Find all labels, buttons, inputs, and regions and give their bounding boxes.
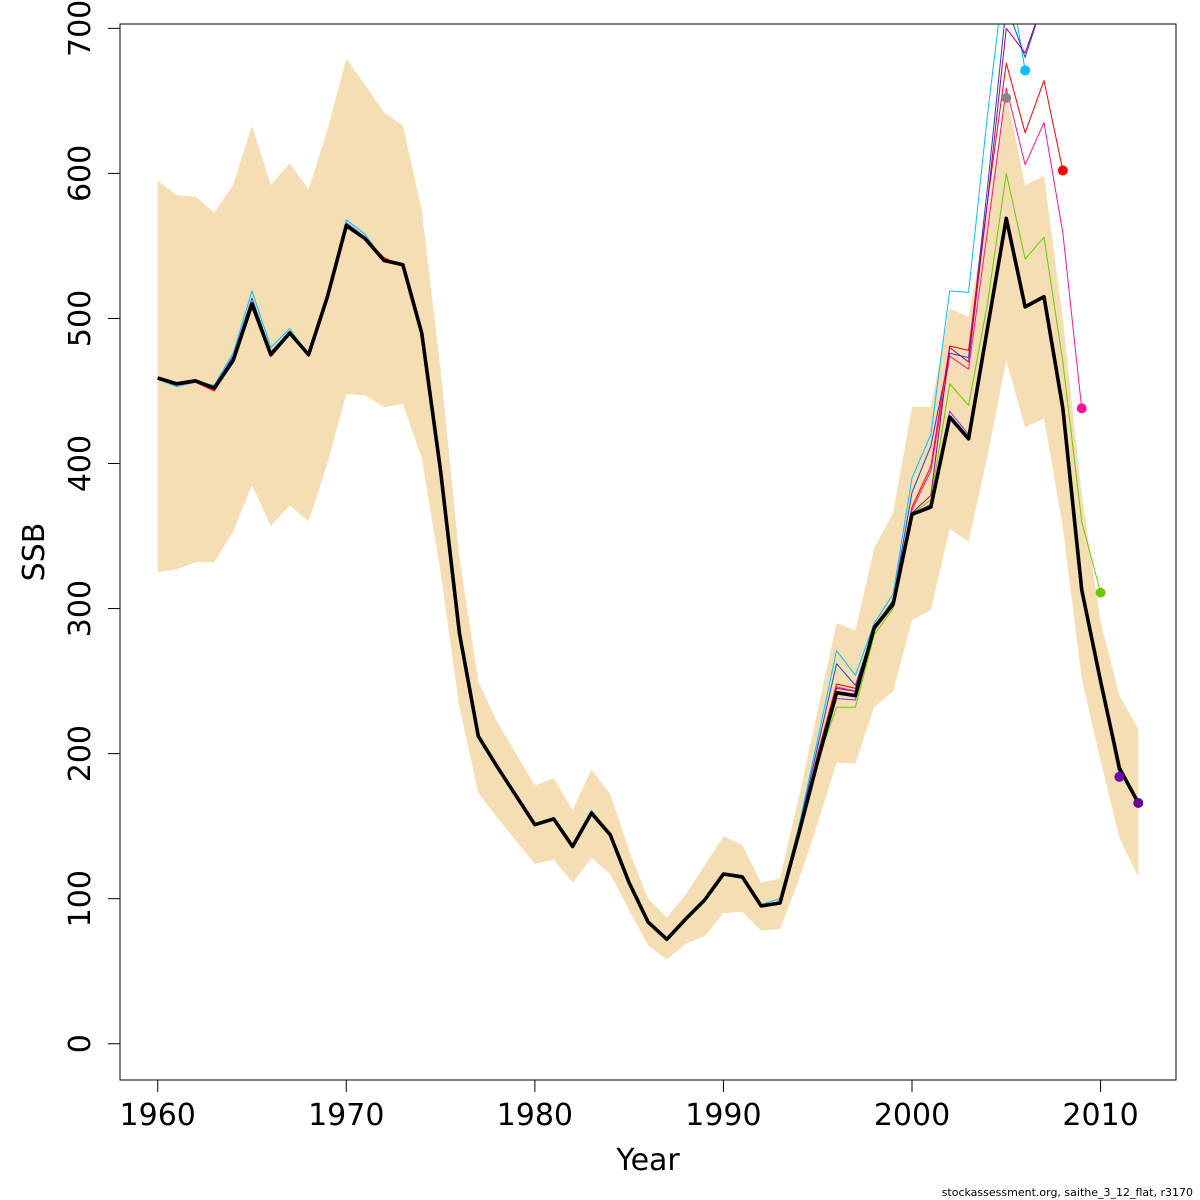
y-axis: 0 100 200 300 400 500 600 700 <box>63 0 121 1053</box>
y-axis-title: SSB <box>17 523 52 582</box>
x-tick-label: 2010 <box>1062 1098 1138 1133</box>
confidence-band-layer <box>157 58 1139 960</box>
series-end-point-2 <box>1020 65 1031 76</box>
x-tick-label: 1990 <box>685 1098 761 1133</box>
x-tick-label: 1960 <box>120 1098 196 1133</box>
x-tick-label: 2000 <box>874 1098 950 1133</box>
x-axis-title: Year <box>615 1143 680 1178</box>
series-end-point-7 <box>1114 771 1125 782</box>
y-tick-label: 600 <box>63 145 98 202</box>
x-tick-label: 1980 <box>497 1098 573 1133</box>
y-tick-label: 0 <box>63 1034 98 1053</box>
end-point-layer <box>1001 65 1144 808</box>
series-end-point-6 <box>1095 587 1106 598</box>
confidence-band <box>157 58 1139 960</box>
footer-note: stockassessment.org, saithe_3_12_flat, r… <box>942 1186 1193 1199</box>
y-tick-label: 100 <box>63 870 98 927</box>
series-end-point-8 <box>1133 797 1144 808</box>
extra-point-1 <box>1001 92 1012 103</box>
series-line-1 <box>157 216 1140 942</box>
series-layer <box>157 24 1140 942</box>
y-tick-label: 300 <box>63 580 98 637</box>
series-end-point-4 <box>1057 165 1068 176</box>
x-axis: 1960 1970 1980 1990 2000 2010 <box>120 1079 1139 1133</box>
y-tick-label: 400 <box>63 435 98 492</box>
x-tick-label: 1970 <box>308 1098 384 1133</box>
y-tick-label: 200 <box>63 725 98 782</box>
y-tick-label: 700 <box>63 0 98 57</box>
series-end-point-5 <box>1076 403 1087 414</box>
y-tick-label: 500 <box>63 290 98 347</box>
